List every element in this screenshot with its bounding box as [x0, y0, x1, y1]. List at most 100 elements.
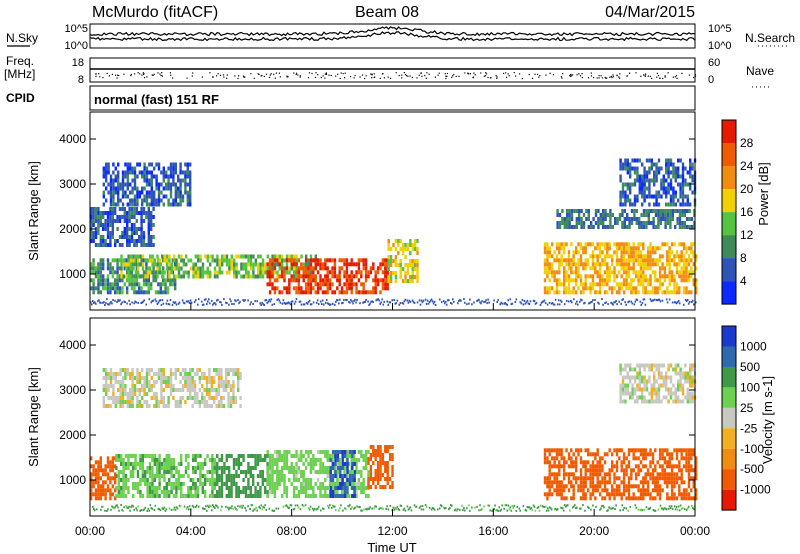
heatmap-cell-4 — [128, 207, 131, 211]
heatmap-cell-6 — [177, 388, 180, 392]
heatmap-cell-7 — [596, 468, 599, 473]
heatmap-cell-0 — [99, 484, 102, 489]
heatmap-cell-3 — [416, 271, 419, 275]
heatmap-cell-0 — [114, 488, 117, 493]
heatmap-cell-0 — [114, 270, 117, 275]
heatmap-cell-7 — [678, 213, 682, 217]
heatmap-cell-1 — [192, 262, 195, 267]
heatmap-cell-1 — [235, 266, 238, 271]
heatmap-cell-3 — [319, 470, 322, 474]
heatmap-cell-2 — [244, 474, 248, 478]
nave-dot — [143, 73, 145, 76]
near-range-cell — [209, 302, 211, 305]
heatmap-cell-2 — [228, 478, 231, 482]
heatmap-cell-7 — [560, 448, 563, 453]
heatmap-cell-7 — [638, 217, 641, 221]
heatmap-cell-5 — [150, 202, 153, 207]
heatmap-cell-7 — [615, 468, 619, 473]
heatmap-cell-6 — [687, 262, 691, 267]
heatmap-cell-4 — [106, 223, 110, 227]
heatmap-cell-8 — [633, 170, 637, 175]
heatmap-cell-3 — [280, 494, 284, 498]
heatmap-cell-6 — [639, 278, 643, 283]
heatmap-cell-6 — [109, 368, 113, 372]
nave-dot — [508, 75, 510, 77]
heatmap-cell-7 — [558, 492, 561, 497]
heatmap-cell-6 — [109, 404, 113, 408]
heatmap-cell-7 — [577, 484, 580, 489]
heatmap-cell-0 — [147, 282, 150, 287]
heatmap-cell-1 — [201, 274, 205, 279]
heatmap-cell-4 — [123, 215, 126, 219]
heatmap-cell-6 — [692, 278, 695, 283]
heatmap-cell-1 — [230, 262, 233, 267]
heatmap-cell-1 — [276, 274, 279, 279]
nave-dot — [143, 77, 146, 79]
near-range-cell — [509, 298, 512, 301]
heatmap-cell-5 — [189, 182, 192, 187]
heatmap-cell-6 — [141, 376, 144, 380]
heatmap-cell-3 — [326, 470, 329, 474]
heatmap-cell-6 — [553, 274, 556, 279]
heatmap-cell-8 — [638, 186, 641, 191]
heatmap-cell-0 — [97, 266, 100, 271]
heatmap-cell-6 — [678, 286, 681, 291]
heatmap-cell-3 — [271, 474, 274, 478]
heatmap-cell-2 — [379, 290, 382, 295]
heatmap-cell-1 — [235, 270, 238, 275]
heatmap-cell-2 — [278, 290, 281, 295]
heatmap-cell-6 — [105, 368, 108, 372]
near-range-cell — [628, 300, 630, 303]
heatmap-cell-1 — [273, 262, 277, 267]
heatmap-cell-2 — [230, 486, 233, 490]
heatmap-cell-0 — [147, 290, 150, 295]
heatmap-cell-0 — [114, 476, 117, 481]
heatmap-cell-8 — [672, 198, 675, 203]
near-range-cell — [412, 300, 415, 303]
heatmap-cell-6 — [107, 376, 110, 380]
heatmap-cell-2 — [340, 286, 344, 291]
heatmap-cell-4 — [329, 494, 332, 498]
heatmap-cell-2 — [230, 494, 233, 498]
heatmap-cell-6 — [239, 404, 242, 408]
heatmap-cell-2 — [240, 470, 243, 474]
near-range-cell — [692, 299, 694, 302]
heatmap-cell-1 — [139, 274, 142, 279]
heatmap-cell-7 — [613, 476, 616, 481]
heatmap-cell-7 — [561, 221, 564, 225]
heatmap-cell-6 — [620, 274, 623, 279]
heatmap-cell-8 — [665, 190, 668, 195]
heatmap-cell-0 — [123, 282, 126, 287]
nave-dot — [409, 75, 411, 77]
heatmap-cell-2 — [256, 490, 260, 494]
heatmap-cell-3 — [321, 466, 325, 470]
heatmap-cell-5 — [105, 178, 108, 183]
heatmap-cell-7 — [637, 456, 640, 461]
near-range-cell — [526, 299, 529, 302]
heatmap-cell-7 — [594, 468, 597, 473]
heatmap-cell-8 — [629, 198, 632, 203]
heatmap-cell-7 — [555, 448, 559, 453]
heatmap-cell-7 — [546, 476, 549, 481]
nave-dot — [169, 72, 171, 74]
heatmap-cell-7 — [622, 472, 626, 477]
heatmap-cell-5 — [179, 194, 182, 199]
heatmap-cell-7 — [548, 468, 551, 473]
heatmap-cell-7 — [637, 468, 640, 473]
near-range-cell — [189, 299, 192, 302]
heatmap-cell-0 — [106, 484, 110, 489]
heatmap-cell-4 — [140, 223, 143, 227]
nave-dot — [675, 75, 678, 77]
nave-dot — [192, 72, 194, 74]
nave-dot — [123, 73, 125, 75]
heatmap-cell-2 — [295, 262, 298, 267]
heatmap-cell-2 — [324, 258, 327, 263]
heatmap-cell-6 — [210, 380, 213, 384]
heatmap-cell-0 — [90, 480, 93, 485]
near-range-cell — [413, 302, 416, 304]
heatmap-cell-2 — [230, 474, 233, 478]
heatmap-cell-1 — [168, 254, 171, 259]
heatmap-cell-1 — [201, 266, 205, 271]
heatmap-cell-7 — [678, 217, 682, 221]
heatmap-cell-3 — [280, 466, 284, 470]
